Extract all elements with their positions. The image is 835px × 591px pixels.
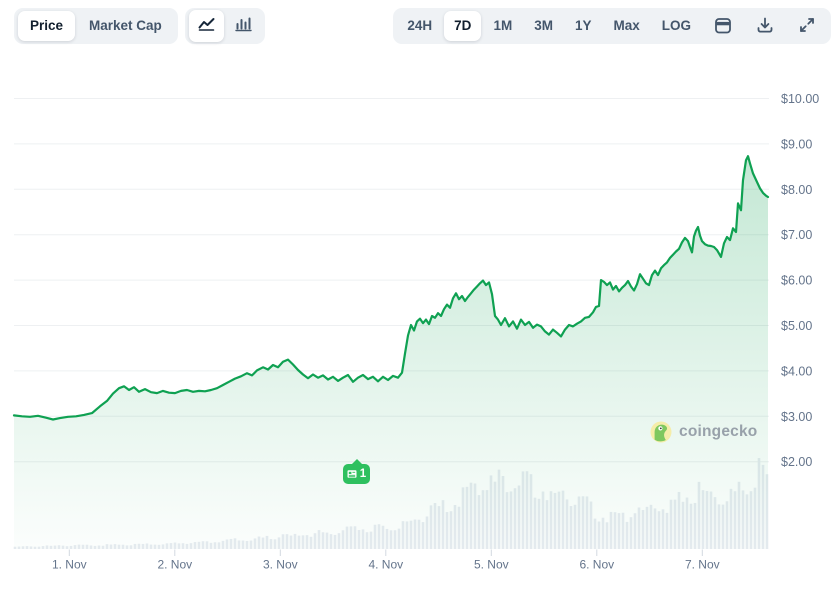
- calendar-icon: [713, 15, 733, 38]
- bar-chart-toggle-button[interactable]: [226, 10, 261, 42]
- x-axis-label: 1. Nov: [52, 558, 87, 572]
- coingecko-watermark: coingecko: [650, 421, 757, 443]
- range-1y-button[interactable]: 1Y: [565, 11, 602, 41]
- news-annotation-badge[interactable]: 1: [343, 464, 370, 484]
- price-line: [12, 155, 770, 421]
- chart-type-toggle-group: [185, 8, 265, 44]
- x-axis-label: 3. Nov: [263, 558, 298, 572]
- x-axis-label: 4. Nov: [368, 558, 403, 572]
- price-tab[interactable]: Price: [18, 11, 76, 41]
- range-24h-button[interactable]: 24H: [397, 11, 442, 41]
- coingecko-watermark-text: coingecko: [679, 423, 758, 440]
- download-icon: [755, 15, 775, 38]
- line-chart-toggle-button[interactable]: [189, 10, 224, 42]
- y-axis-label: $4.00: [781, 364, 812, 378]
- y-axis-label: $9.00: [781, 137, 812, 151]
- y-axis-label: $10.00: [781, 92, 819, 106]
- range-toggle-group: 24H 7D 1M 3M 1Y Max LOG: [393, 8, 831, 44]
- line-chart-icon: [198, 17, 215, 35]
- log-scale-button[interactable]: LOG: [652, 11, 701, 41]
- bar-chart-icon: [235, 17, 252, 35]
- expand-icon: [797, 15, 817, 38]
- y-axis-label: $8.00: [781, 183, 812, 197]
- metric-toggle-group: Price Market Cap: [14, 8, 178, 44]
- range-1m-button[interactable]: 1M: [483, 11, 522, 41]
- market-cap-tab[interactable]: Market Cap: [77, 11, 174, 41]
- y-axis-label: $3.00: [781, 410, 812, 424]
- range-7d-button[interactable]: 7D: [444, 11, 482, 41]
- price-area-fill: [14, 156, 768, 549]
- y-axis-label: $7.00: [781, 228, 812, 242]
- date-range-button[interactable]: [703, 7, 743, 46]
- y-axis-label: $2.00: [781, 455, 812, 469]
- y-axis-label: $5.00: [781, 319, 812, 333]
- y-axis-label: $6.00: [781, 274, 812, 288]
- range-3m-button[interactable]: 3M: [524, 11, 563, 41]
- news-badge-count: 1: [359, 468, 367, 480]
- x-axis-label: 5. Nov: [474, 558, 509, 572]
- coingecko-logo-icon: [650, 421, 672, 443]
- fullscreen-button[interactable]: [787, 7, 827, 46]
- range-max-button[interactable]: Max: [603, 11, 649, 41]
- download-chart-button[interactable]: [745, 7, 785, 46]
- x-axis-label: 6. Nov: [579, 558, 614, 572]
- x-axis-label: 7. Nov: [685, 558, 720, 572]
- news-icon: [347, 469, 357, 479]
- x-axis-label: 2. Nov: [157, 558, 192, 572]
